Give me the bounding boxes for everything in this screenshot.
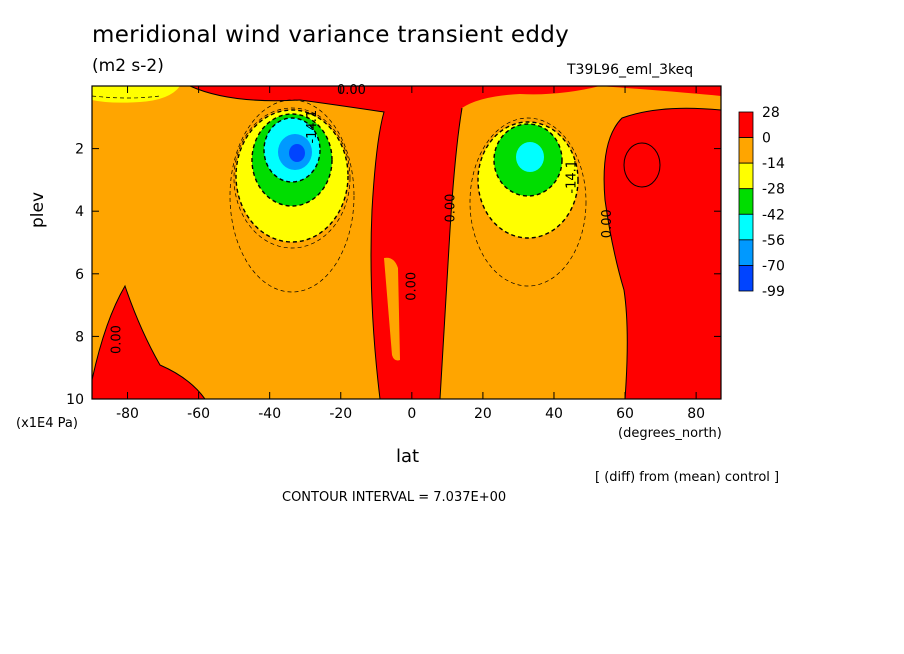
dataset-label: T39L96_eml_3keq — [567, 62, 694, 78]
colorbar-label: -99 — [762, 284, 785, 300]
contour-interval: CONTOUR INTERVAL = 7.037E+00 — [282, 490, 507, 505]
colorbar-label: -70 — [762, 258, 785, 274]
x-tick-label: 0 — [407, 406, 416, 422]
yellow-strip-top — [92, 86, 180, 103]
x-tick-label: 60 — [616, 406, 634, 422]
x-axis-units: (degrees_north) — [618, 426, 722, 441]
contour-label: -14.1 — [305, 110, 320, 144]
colorbar-swatch — [738, 188, 754, 215]
cyan-cell-north — [516, 142, 544, 172]
colorbar-swatch — [738, 239, 754, 266]
contour-label: 0.00 — [337, 83, 366, 98]
x-tick-label: 80 — [687, 406, 705, 422]
plot-frame — [91, 85, 722, 400]
x-tick-label: 20 — [474, 406, 492, 422]
y-tick-label: 6 — [75, 267, 84, 283]
y-tick-label: 10 — [66, 392, 84, 408]
contour-label: 0.00 — [109, 325, 124, 354]
x-tick-label: -20 — [329, 406, 352, 422]
darkblue-cell-south — [289, 144, 305, 162]
colorbar-swatch — [738, 137, 754, 164]
red-region-southwest — [92, 286, 205, 399]
colorbar-label: 0 — [762, 131, 771, 147]
x-tick-label: -80 — [116, 406, 139, 422]
colorbar: 28 0 -14 -28 -42 -56 -70 -99 — [738, 105, 785, 300]
zero-contours — [92, 86, 721, 399]
contour-label: 0.00 — [443, 194, 458, 223]
colorbar-swatch — [738, 213, 754, 241]
x-tick-label: 40 — [545, 406, 563, 422]
colorbar-swatch — [738, 111, 754, 138]
x-tick-label: -40 — [258, 406, 281, 422]
axis-ticks: -80 -60 -40 -20 0 20 40 60 80 2 4 6 8 10 — [66, 86, 721, 422]
colorbar-label: -14 — [762, 156, 785, 172]
colorbar-swatch — [738, 162, 754, 190]
red-region-east — [604, 108, 721, 399]
contour-fill-layer — [92, 86, 721, 399]
red-region-center — [190, 86, 600, 399]
colorbar-label: -56 — [762, 233, 785, 249]
chart-units: (m2 s-2) — [92, 56, 164, 76]
contour-labels: 0.00 -14.1 0.00 0.00 0.00 -14.1 0.00 — [109, 83, 614, 354]
chart-title: meridional wind variance transient eddy — [92, 22, 570, 48]
y-tick-label: 4 — [75, 204, 84, 220]
contour-label: 0.00 — [600, 209, 615, 238]
x-axis-label: lat — [396, 446, 420, 467]
y-tick-label: 8 — [75, 329, 84, 345]
colorbar-label: -42 — [762, 207, 785, 223]
y-tick-label: 2 — [75, 142, 84, 158]
y-axis-units: (x1E4 Pa) — [16, 416, 78, 431]
orange-notch — [384, 257, 400, 361]
x-tick-label: -60 — [187, 406, 210, 422]
diff-note: [ (diff) from (mean) control ] — [595, 470, 780, 485]
red-region-northeast — [600, 86, 721, 96]
colorbar-swatch — [738, 265, 754, 292]
contour-label: -14.1 — [564, 160, 579, 194]
negative-contours — [92, 95, 587, 293]
colorbar-label: 28 — [762, 105, 780, 121]
contour-label: 0.00 — [404, 272, 419, 301]
colorbar-label: -28 — [762, 182, 785, 198]
